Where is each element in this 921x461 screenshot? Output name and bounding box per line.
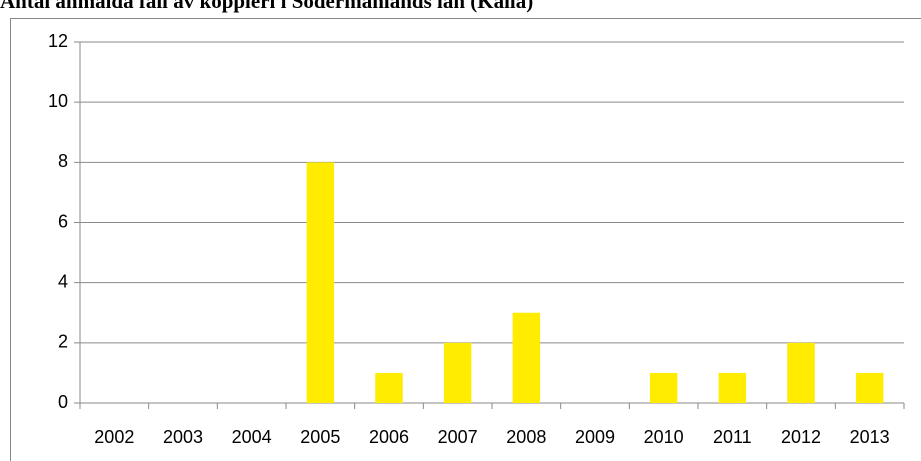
x-tick-label: 2005 <box>300 427 340 447</box>
x-tick-label: 2006 <box>369 427 409 447</box>
bar <box>718 372 747 403</box>
x-tick-label: 2013 <box>850 427 890 447</box>
x-tick-label: 2003 <box>163 427 203 447</box>
x-tick-label: 2004 <box>232 427 272 447</box>
chart-title: Antal anmälda fall av koppleri i Söderma… <box>0 0 533 13</box>
x-tick-label: 2007 <box>438 427 478 447</box>
bar <box>855 372 884 403</box>
bar <box>375 372 403 403</box>
x-tick-label: 2009 <box>575 427 615 447</box>
y-tick-label: 10 <box>48 91 68 111</box>
bar <box>512 312 541 403</box>
chart-border <box>10 18 921 461</box>
y-tick-label: 6 <box>58 211 68 231</box>
bar <box>787 342 815 403</box>
x-tick-label: 2011 <box>713 427 752 447</box>
x-tick-label: 2008 <box>506 427 546 447</box>
y-tick-label: 12 <box>48 31 68 51</box>
y-tick-label: 0 <box>58 392 68 412</box>
x-tick-label: 2002 <box>94 427 134 447</box>
x-tick-label: 2010 <box>644 427 684 447</box>
y-tick-label: 8 <box>58 151 68 171</box>
y-tick-label: 2 <box>58 332 68 352</box>
x-tick-label: 2012 <box>781 427 821 447</box>
bar <box>306 162 335 403</box>
bar <box>649 372 678 403</box>
y-tick-label: 4 <box>58 271 68 291</box>
bar <box>443 342 472 403</box>
